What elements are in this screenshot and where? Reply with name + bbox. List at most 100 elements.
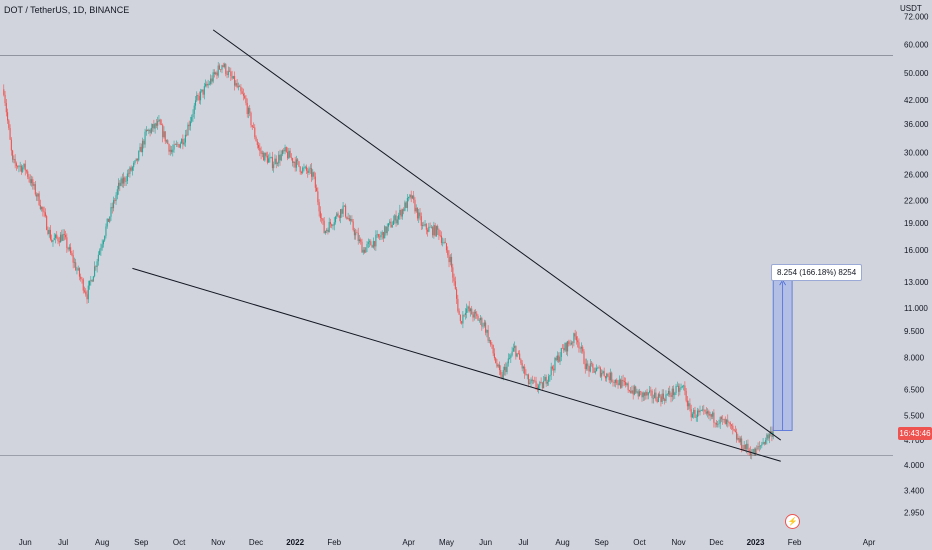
candle-body <box>265 152 267 156</box>
candle-body <box>360 239 362 242</box>
candle-body <box>141 140 144 153</box>
candle-body <box>4 94 6 104</box>
candle-body <box>719 417 721 424</box>
candle-body <box>464 312 466 315</box>
candle-body <box>701 409 704 411</box>
candle-body <box>448 255 450 263</box>
candle-body <box>298 161 300 167</box>
x-tick-label: 2023 <box>747 538 765 547</box>
candle-body <box>396 219 398 224</box>
candle-body <box>338 216 340 218</box>
candle-body <box>225 64 227 74</box>
candle-body <box>89 280 91 286</box>
last-price-tag: 16:43:46 <box>898 427 932 440</box>
candle-body <box>100 247 102 251</box>
candle-body <box>613 382 615 383</box>
candle-body <box>762 442 764 445</box>
candle-body <box>409 194 411 198</box>
candle-body <box>637 391 639 397</box>
candle-body <box>34 184 36 195</box>
candle-body <box>297 159 299 162</box>
candle-body <box>667 390 670 395</box>
candle-body <box>432 227 434 236</box>
candle-body <box>457 298 459 311</box>
candle-body <box>529 382 531 384</box>
candle-body <box>206 83 208 86</box>
candle-body <box>157 120 159 126</box>
x-tick-label: Jun <box>19 538 32 547</box>
y-tick-label: 19.000 <box>904 219 929 228</box>
candle-body <box>179 143 181 148</box>
candle-body <box>592 363 594 368</box>
candle-body <box>757 445 759 450</box>
candle-body <box>662 393 664 399</box>
lightning-icon[interactable]: ⚡ <box>785 514 800 529</box>
candle-body <box>334 216 337 223</box>
candle-body <box>579 348 581 349</box>
candle-body <box>258 145 260 148</box>
candle-body <box>561 348 564 349</box>
candle-body <box>66 237 68 248</box>
candle-body <box>254 127 256 137</box>
candle-body <box>369 241 371 243</box>
candle-body <box>520 359 522 364</box>
candle-body <box>534 380 536 382</box>
candle-body <box>599 367 601 377</box>
candle-body <box>49 229 52 240</box>
candle-body <box>53 237 55 241</box>
candle-body <box>709 414 711 416</box>
candle-body <box>524 366 526 374</box>
candle-body <box>602 371 604 373</box>
candle-body <box>768 434 770 439</box>
candle-body <box>418 212 420 219</box>
candle-body <box>347 218 349 219</box>
candle-body <box>583 351 585 364</box>
candle-body <box>92 276 94 282</box>
x-tick-label: Sep <box>595 538 610 547</box>
candle-body <box>128 173 130 175</box>
candle-body <box>46 216 48 230</box>
candle-body <box>352 221 354 231</box>
candle-body <box>336 213 338 217</box>
candle-body <box>188 124 190 127</box>
candle-body <box>541 382 543 389</box>
candle-body <box>281 150 284 155</box>
candle-body <box>189 121 192 127</box>
candle-body <box>316 187 318 192</box>
candle-body <box>751 453 753 456</box>
candle-body <box>404 202 406 211</box>
candle-body <box>102 240 104 245</box>
candle-body <box>136 158 139 161</box>
candle-body <box>564 342 566 351</box>
candle-body <box>482 325 484 327</box>
candle-body <box>322 218 324 221</box>
candle-body <box>766 434 768 441</box>
candle-body <box>632 390 634 395</box>
candle-body <box>456 289 458 299</box>
candle-body <box>645 391 647 396</box>
candle-body <box>382 232 384 239</box>
candle-body <box>168 143 170 152</box>
candle-body <box>170 149 173 153</box>
candle-body <box>623 380 625 383</box>
candle-body <box>143 140 145 145</box>
candle-body <box>271 157 273 169</box>
candle-body <box>647 392 649 396</box>
candle-body <box>695 416 697 418</box>
candle-body <box>403 209 405 211</box>
candle-body <box>172 149 174 153</box>
candle-body <box>20 165 22 172</box>
candle-body <box>25 170 28 172</box>
candle-body <box>763 442 765 444</box>
candle-body <box>546 381 548 384</box>
candle-body <box>370 241 372 246</box>
candle-body <box>329 221 332 225</box>
candle-body <box>589 363 591 372</box>
candle-body <box>52 240 54 242</box>
candle-body <box>597 367 599 369</box>
candle-body <box>481 317 483 327</box>
candle-body <box>449 256 451 263</box>
candle-body <box>210 78 212 84</box>
candle-body <box>462 314 464 324</box>
